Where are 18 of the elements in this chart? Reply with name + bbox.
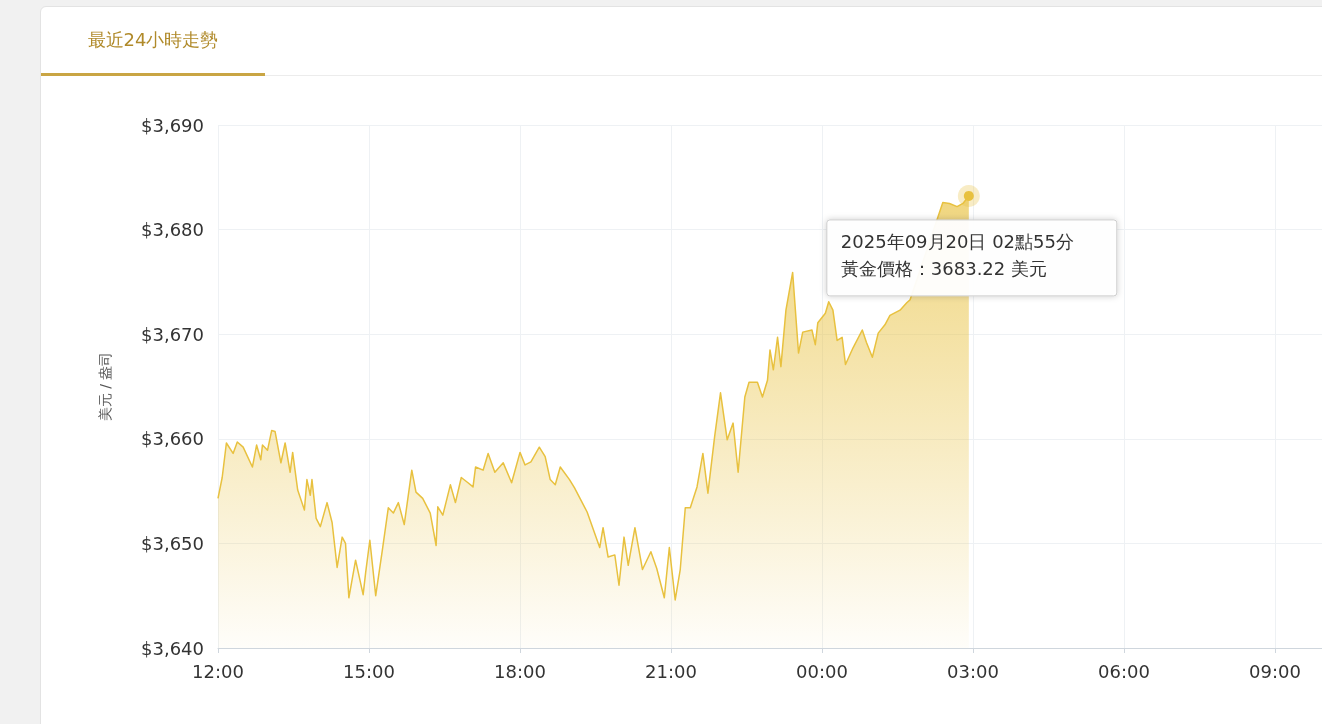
x-tick-label: 12:00 [192, 660, 244, 682]
x-tick-label: 15:00 [343, 660, 395, 682]
x-tick-label: 00:00 [796, 660, 848, 682]
annotation: 黃金價格：3683.22 美元 [840, 258, 1047, 280]
annotation: 2025年09月20日 02點55分 [840, 231, 1074, 253]
chart-title: 最近24小時走勢 [41, 7, 265, 76]
y-tick-label: $3,670 [141, 323, 204, 345]
y-tick-label: $3,640 [141, 637, 204, 659]
y-tick-label: $3,650 [141, 532, 204, 554]
x-tick-label: 09:00 [1249, 660, 1301, 682]
y-tick-label: $3,690 [141, 114, 204, 136]
y-axis-title: 美元 / 盎司 [97, 351, 113, 422]
x-tick-label: 06:00 [1098, 660, 1150, 682]
x-tick-label: 21:00 [645, 660, 697, 682]
x-tick-label: 18:00 [494, 660, 546, 682]
y-tick-label: $3,680 [141, 219, 204, 241]
x-tick-label: 03:00 [947, 660, 999, 682]
y-tick-label: $3,660 [141, 428, 204, 450]
